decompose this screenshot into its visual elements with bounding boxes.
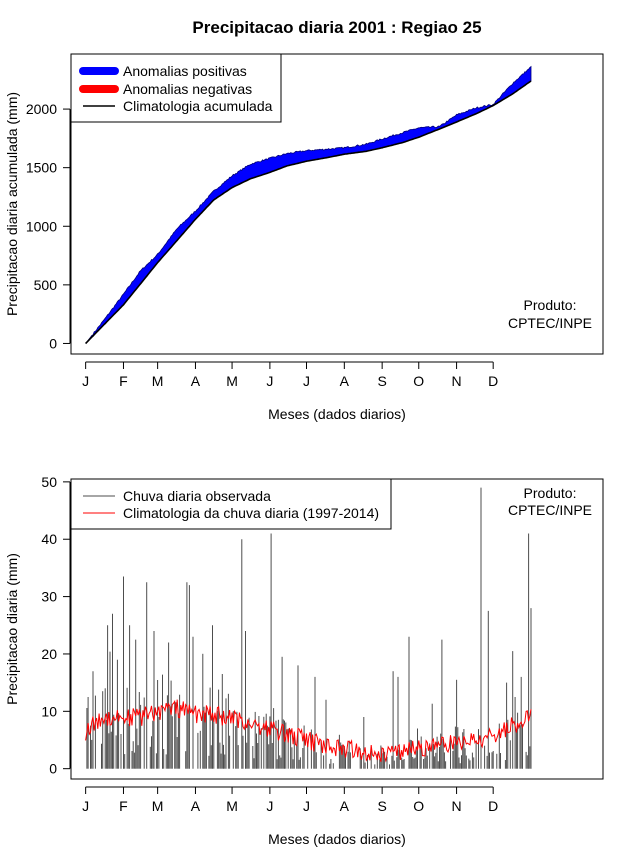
- x-tick-label: N: [452, 798, 462, 814]
- x-tick-label: J: [266, 373, 273, 389]
- x-tick-label: J: [82, 373, 89, 389]
- y-axis: 0 500 1000 1500 2000: [26, 101, 71, 351]
- x-tick-label: J: [82, 798, 89, 814]
- y-tick-label: 30: [41, 589, 57, 605]
- y-tick-label: 10: [41, 703, 57, 719]
- x-tick-label: A: [191, 373, 201, 389]
- y-tick-label: 0: [49, 761, 57, 777]
- y-tick-label: 40: [41, 531, 57, 547]
- x-axis-label: Meses (dados diarios): [268, 406, 406, 422]
- x-tick-label: O: [413, 373, 424, 389]
- climatology-daily-line: [85, 699, 532, 763]
- y-axis: 0 10 20 30 40 50: [41, 474, 71, 777]
- y-tick-label: 0: [49, 335, 57, 351]
- x-tick-label: O: [413, 798, 424, 814]
- x-tick-label: J: [266, 798, 273, 814]
- y-axis-label: Precipitacao diaria acumulada (mm): [4, 92, 20, 316]
- x-axis-label: Meses (dados diarios): [268, 831, 406, 847]
- climatology-daily-line-path: [85, 699, 532, 763]
- y-tick-label: 50: [41, 474, 57, 490]
- legend-label-negative: Anomalias negativas: [123, 81, 252, 97]
- x-tick-label: A: [340, 373, 350, 389]
- x-tick-label: S: [377, 373, 386, 389]
- x-tick-label: M: [226, 798, 238, 814]
- x-tick-label: J: [303, 798, 310, 814]
- daily-precipitation-chart: 0 10 20 30 40 50 J F M A M J J A S O N D Precipitacao di…: [4, 474, 604, 847]
- climatology-line: [85, 80, 532, 345]
- product-label: Produto:: [524, 485, 577, 501]
- y-tick-label: 20: [41, 646, 57, 662]
- y-tick-label: 1500: [26, 160, 57, 176]
- chart-title: Precipitacao diaria 2001 : Regiao 25: [192, 18, 481, 37]
- x-tick-label: N: [452, 373, 462, 389]
- x-tick-label: A: [191, 798, 201, 814]
- x-tick-label: D: [488, 798, 498, 814]
- product-source: CPTEC/INPE: [508, 502, 592, 518]
- legend-label-climatology: Climatologia da chuva diaria (1997-2014): [123, 505, 379, 521]
- legend: Anomalias positivas Anomalias negativas …: [70, 53, 282, 123]
- x-tick-label: A: [340, 798, 350, 814]
- legend-box: [70, 478, 392, 530]
- x-tick-label: M: [226, 373, 238, 389]
- y-tick-label: 1000: [26, 218, 57, 234]
- y-tick-label: 2000: [26, 101, 57, 117]
- legend-label-positive: Anomalias positivas: [123, 63, 247, 79]
- legend: Chuva diaria observada Climatologia da c…: [70, 478, 392, 530]
- plot-frame: [70, 53, 604, 355]
- legend-label-climatology: Climatologia acumulada: [123, 98, 273, 114]
- x-tick-label: S: [377, 798, 386, 814]
- product-label: Produto:: [524, 297, 577, 313]
- observed-rain-bars: [86, 487, 532, 769]
- x-tick-label: M: [152, 373, 164, 389]
- x-tick-label: M: [152, 798, 164, 814]
- y-tick-label: 500: [34, 277, 58, 293]
- legend-label-observed: Chuva diaria observada: [123, 488, 271, 504]
- y-axis-label: Precipitacao diaria (mm): [4, 553, 20, 705]
- product-source: CPTEC/INPE: [508, 315, 592, 331]
- cumulative-precipitation-chart: 0 500 1000 1500 2000 J F M A M J J A S O N D Precipitac…: [4, 53, 604, 422]
- x-tick-label: F: [119, 373, 128, 389]
- climatology-cumulative-line: [85, 80, 532, 345]
- x-tick-label: F: [119, 798, 128, 814]
- x-tick-label: D: [488, 373, 498, 389]
- x-tick-label: J: [303, 373, 310, 389]
